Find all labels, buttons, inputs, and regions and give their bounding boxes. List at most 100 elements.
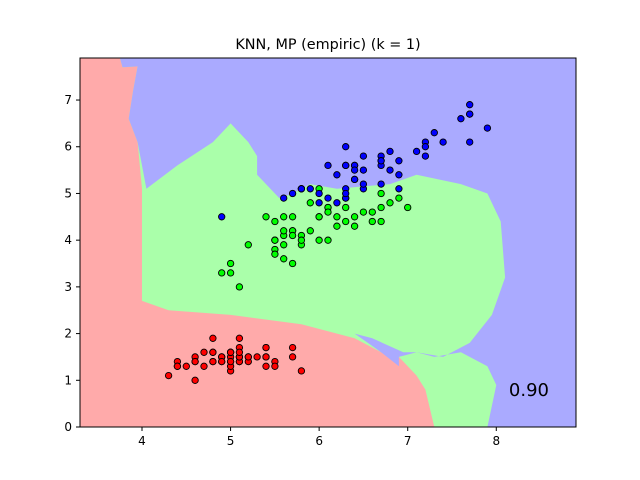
data-point-class-1 xyxy=(404,203,412,212)
data-point-class-1 xyxy=(262,213,270,221)
x-axis-ticks: 4 5 6 7 8 xyxy=(138,427,500,448)
data-point-class-0 xyxy=(226,348,235,356)
data-point-class-2 xyxy=(324,161,332,170)
data-point-class-2 xyxy=(359,152,368,160)
data-point-class-1 xyxy=(280,227,288,235)
x-tick-label: 4 xyxy=(138,434,146,448)
data-point-class-0 xyxy=(209,348,217,356)
data-point-class-0 xyxy=(218,357,226,366)
y-tick-label: 7 xyxy=(64,93,72,107)
data-point-class-2 xyxy=(342,143,350,151)
data-point-class-2 xyxy=(430,129,438,137)
data-point-class-1 xyxy=(368,217,376,226)
data-point-class-1 xyxy=(280,241,288,249)
data-point-class-0 xyxy=(288,343,297,352)
data-point-class-1 xyxy=(350,222,359,230)
data-point-class-1 xyxy=(342,203,350,212)
y-tick-label: 1 xyxy=(64,373,72,387)
data-point-class-2 xyxy=(483,124,492,132)
score-annotation: 0.90 xyxy=(509,380,549,401)
data-point-class-0 xyxy=(182,362,190,370)
data-point-class-1 xyxy=(377,203,385,212)
data-point-class-1 xyxy=(226,269,235,277)
data-point-class-2 xyxy=(359,166,368,174)
region-class-0 xyxy=(80,58,435,427)
data-point-class-2 xyxy=(466,101,474,109)
plot-frame xyxy=(79,57,577,428)
data-point-class-1 xyxy=(333,213,341,221)
data-point-class-2 xyxy=(395,185,403,193)
data-point-class-0 xyxy=(262,343,270,352)
data-point-class-2 xyxy=(466,110,474,118)
data-point-class-1 xyxy=(297,236,306,244)
data-point-class-0 xyxy=(244,353,252,361)
y-tick-label: 0 xyxy=(64,420,72,434)
data-point-class-1 xyxy=(350,213,359,221)
data-point-class-2 xyxy=(395,171,403,179)
data-point-class-0 xyxy=(235,334,244,342)
data-point-class-1 xyxy=(280,213,288,221)
data-point-class-0 xyxy=(164,371,173,380)
data-point-class-2 xyxy=(457,115,465,123)
data-point-class-1 xyxy=(271,250,279,258)
data-point-class-2 xyxy=(386,166,394,174)
data-point-class-2 xyxy=(395,157,403,165)
data-point-class-1 xyxy=(359,208,368,216)
data-point-class-1 xyxy=(288,259,297,268)
data-point-class-2 xyxy=(324,194,332,202)
y-tick-label: 4 xyxy=(64,233,72,247)
data-point-class-2 xyxy=(297,185,306,193)
data-point-class-1 xyxy=(288,231,297,240)
data-point-class-1 xyxy=(386,199,394,207)
data-point-class-1 xyxy=(226,259,235,268)
data-point-class-2 xyxy=(386,147,394,156)
data-point-class-1 xyxy=(333,222,341,230)
data-point-class-2 xyxy=(315,199,323,207)
data-point-class-0 xyxy=(226,357,235,366)
x-tick-label: 8 xyxy=(492,434,500,448)
data-point-class-0 xyxy=(200,348,208,356)
data-point-class-1 xyxy=(306,199,314,207)
data-points xyxy=(164,101,492,384)
data-point-class-2 xyxy=(342,161,350,170)
data-point-class-0 xyxy=(200,362,208,370)
data-point-class-2 xyxy=(342,189,350,198)
x-tick-label: 5 xyxy=(227,434,235,448)
chart-title: KNN, MP (empiric) (k = 1) xyxy=(235,37,420,53)
data-point-class-1 xyxy=(395,194,403,202)
data-point-class-2 xyxy=(288,189,297,198)
data-point-class-0 xyxy=(271,362,279,370)
data-point-class-1 xyxy=(288,213,297,221)
data-point-class-2 xyxy=(377,180,385,188)
data-point-class-1 xyxy=(315,236,323,244)
data-point-class-1 xyxy=(271,217,279,226)
data-point-class-0 xyxy=(173,362,182,370)
data-point-class-0 xyxy=(209,357,217,366)
data-point-class-1 xyxy=(342,217,350,226)
data-point-class-1 xyxy=(377,189,385,198)
data-point-class-1 xyxy=(218,269,226,277)
data-point-class-2 xyxy=(466,138,474,146)
data-point-class-0 xyxy=(262,362,270,370)
data-point-class-0 xyxy=(191,357,199,366)
plot-axes: 4 5 6 7 8 0 1 2 3 4 5 6 7 xyxy=(64,57,577,448)
data-point-class-1 xyxy=(368,208,376,216)
y-axis-ticks: 0 1 2 3 4 5 6 7 xyxy=(64,93,80,434)
data-point-class-1 xyxy=(271,236,279,244)
data-point-class-1 xyxy=(235,283,244,291)
decision-regions xyxy=(80,58,576,427)
data-point-class-1 xyxy=(315,213,323,221)
data-point-class-0 xyxy=(209,334,217,342)
data-point-class-0 xyxy=(288,353,297,361)
data-point-class-2 xyxy=(421,143,430,151)
y-tick-label: 2 xyxy=(64,327,72,341)
x-tick-label: 7 xyxy=(404,434,412,448)
data-point-class-0 xyxy=(297,367,306,375)
data-point-class-2 xyxy=(280,194,288,202)
y-tick-label: 5 xyxy=(64,186,72,200)
data-point-class-2 xyxy=(315,189,323,198)
data-point-class-1 xyxy=(324,208,332,216)
data-point-class-2 xyxy=(377,157,385,165)
data-point-class-2 xyxy=(350,175,359,184)
